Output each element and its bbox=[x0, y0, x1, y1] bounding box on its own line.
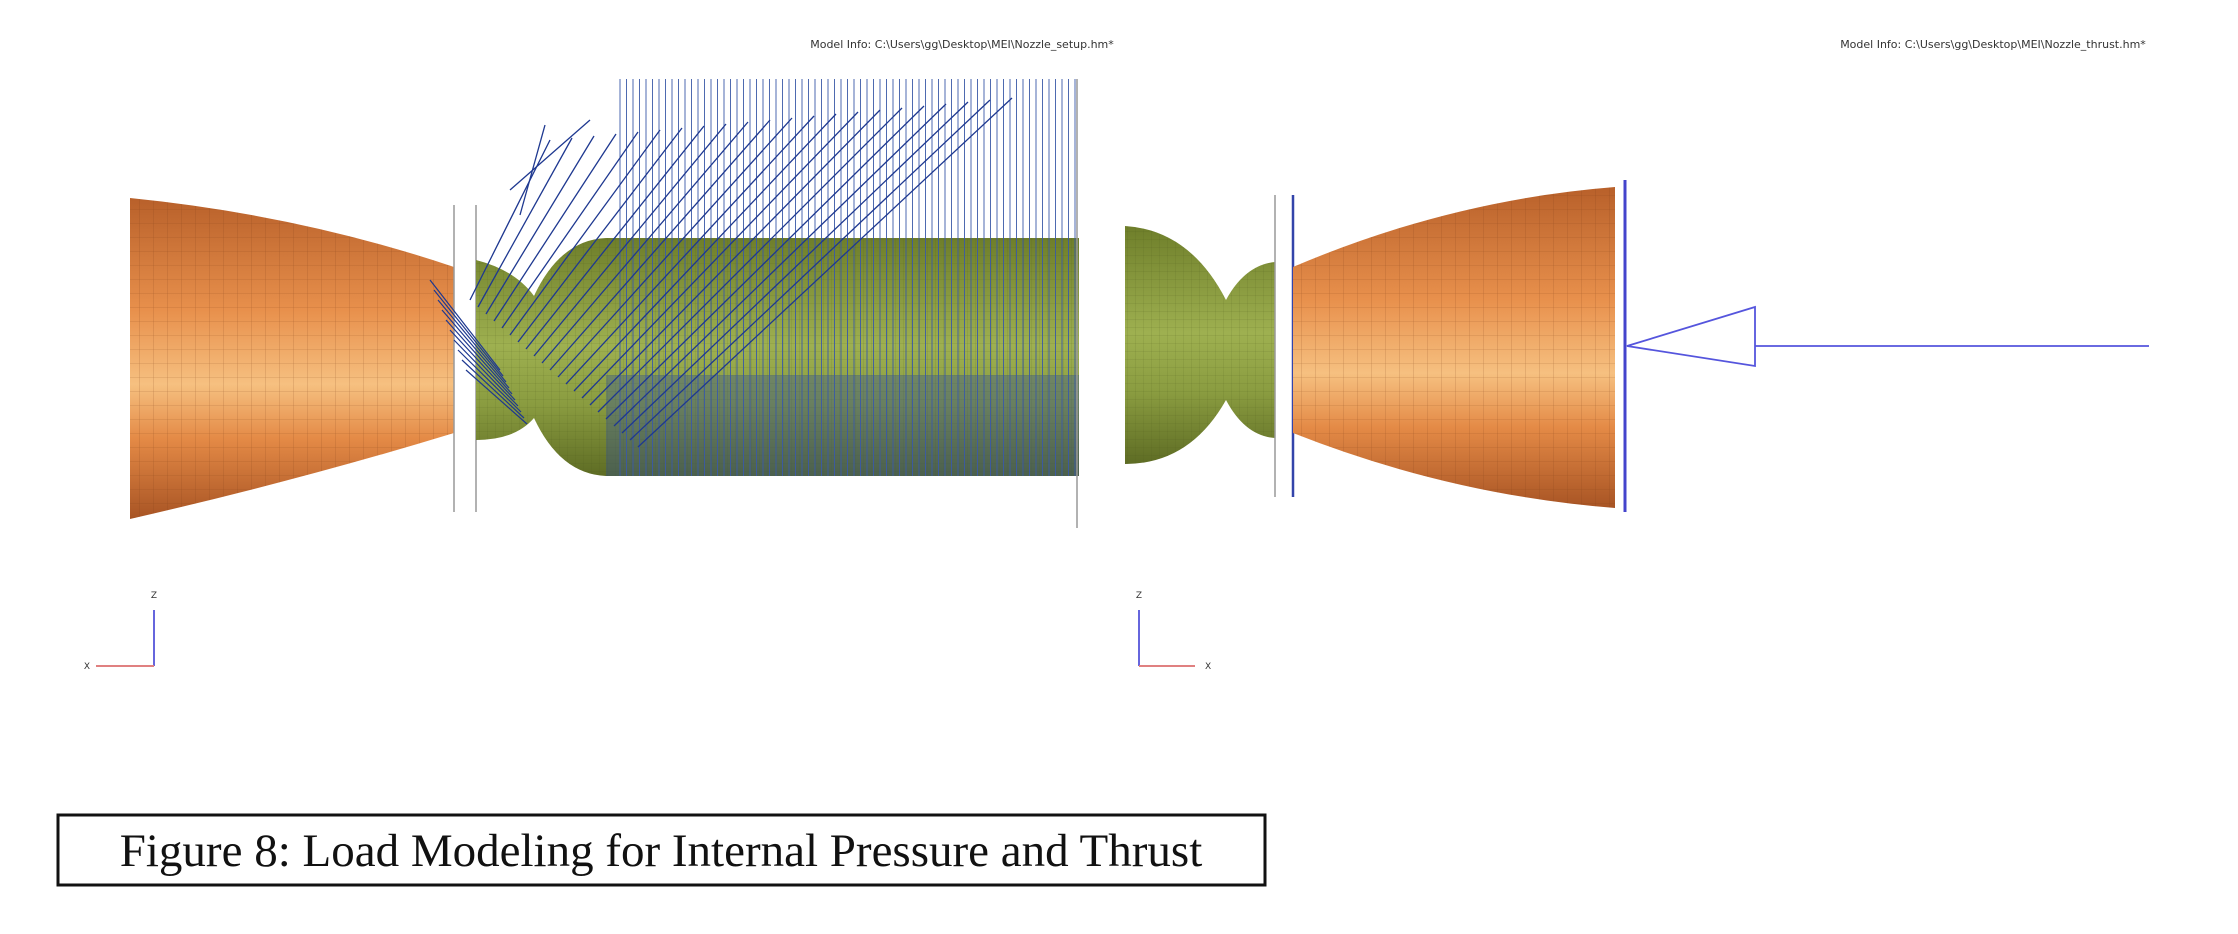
axis-label: X bbox=[84, 662, 90, 672]
load-line bbox=[485, 135, 595, 315]
load-line bbox=[589, 109, 881, 406]
caption-box bbox=[56, 813, 1267, 887]
load-line bbox=[429, 279, 501, 371]
axis-label: Z bbox=[1136, 591, 1142, 601]
load-line bbox=[525, 125, 705, 350]
load-line bbox=[453, 339, 519, 407]
load-line bbox=[565, 115, 815, 385]
axis-label: X bbox=[1205, 662, 1211, 672]
load-line bbox=[519, 124, 546, 216]
load-line bbox=[549, 119, 771, 371]
model-info: Model Info: C:\Users\gg\Desktop\MEI\Nozz… bbox=[810, 38, 1114, 51]
load-line bbox=[433, 289, 504, 377]
load-line bbox=[465, 369, 528, 425]
left-model bbox=[130, 79, 1079, 528]
load-line bbox=[449, 329, 516, 401]
load-line bbox=[509, 119, 591, 191]
load-line bbox=[605, 105, 925, 420]
load-line bbox=[445, 319, 513, 395]
model-info: Model Info: C:\Users\gg\Desktop\MEI\Nozz… bbox=[1840, 38, 2146, 51]
load-line bbox=[557, 117, 793, 378]
load-line bbox=[581, 111, 859, 399]
right-model bbox=[1125, 180, 2149, 512]
caption: Figure 8: Load Modeling for Internal Pre… bbox=[120, 825, 1203, 877]
load-line bbox=[501, 131, 639, 329]
load-line bbox=[613, 103, 947, 427]
load-line bbox=[457, 349, 522, 413]
axis-label: Z bbox=[151, 591, 157, 601]
load-line bbox=[461, 359, 525, 419]
load-line bbox=[437, 299, 507, 383]
load-line bbox=[493, 133, 617, 322]
load-line bbox=[533, 123, 727, 357]
axis-triad: Z X bbox=[1136, 591, 1211, 672]
load-line bbox=[629, 99, 991, 441]
load-line bbox=[441, 309, 510, 389]
pressure-loads bbox=[429, 79, 1076, 476]
load-line bbox=[637, 97, 1013, 448]
load-line bbox=[573, 113, 837, 392]
load-line bbox=[541, 121, 749, 364]
load-line bbox=[477, 137, 573, 308]
axis-triad: Z X bbox=[84, 591, 157, 672]
load-line bbox=[621, 101, 969, 434]
load-line bbox=[517, 127, 683, 343]
load-line bbox=[509, 129, 661, 336]
load-line bbox=[597, 107, 903, 413]
